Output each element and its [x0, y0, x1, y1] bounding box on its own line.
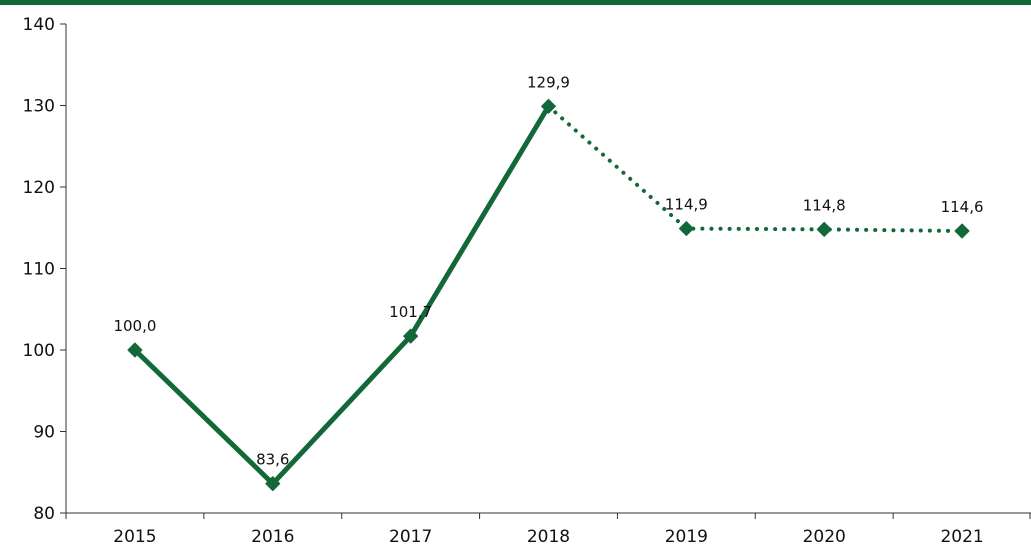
data-point-marker [403, 328, 419, 344]
data-labels: 100,0 83,6 101,7 129,9 114,9 114,8 114,6 [113, 73, 983, 468]
data-label: 83,6 [256, 451, 289, 469]
data-point-marker [265, 476, 281, 492]
y-tick-label: 90 [33, 423, 55, 443]
y-tick-label: 110 [23, 260, 55, 280]
data-point-marker [816, 221, 832, 237]
series-group [127, 98, 970, 492]
data-label: 114,8 [803, 196, 846, 214]
data-label: 114,6 [941, 198, 984, 216]
data-label: 129,9 [527, 73, 570, 91]
x-tick-label: 2016 [251, 527, 294, 546]
y-tick-label: 120 [23, 178, 55, 198]
x-tick-label: 2021 [940, 527, 983, 546]
x-tick-label: 2019 [665, 527, 708, 546]
data-label: 114,9 [665, 196, 708, 214]
y-tick-label: 130 [23, 97, 55, 117]
y-axis: 80 90 100 110 120 130 140 [23, 15, 67, 524]
y-tick-label: 80 [33, 504, 55, 524]
data-point-marker [541, 98, 556, 114]
data-label: 100,0 [113, 317, 156, 335]
data-point-marker [954, 223, 970, 239]
x-axis: 2015 2016 2017 2018 2019 2020 2021 [65, 512, 1031, 546]
y-tick-label: 100 [23, 341, 55, 361]
x-tick-label: 2017 [389, 527, 432, 546]
series-line-solid [132, 103, 551, 487]
data-label: 101,7 [389, 303, 432, 321]
top-accent-bar [0, 0, 1031, 5]
x-tick-label: 2015 [113, 527, 156, 546]
x-tick-label: 2018 [527, 527, 570, 546]
x-tick-label: 2020 [803, 527, 846, 546]
y-tick-label: 140 [23, 15, 55, 35]
data-point-marker [678, 221, 694, 237]
series-line-dotted [546, 104, 965, 234]
data-point-marker [127, 342, 143, 358]
